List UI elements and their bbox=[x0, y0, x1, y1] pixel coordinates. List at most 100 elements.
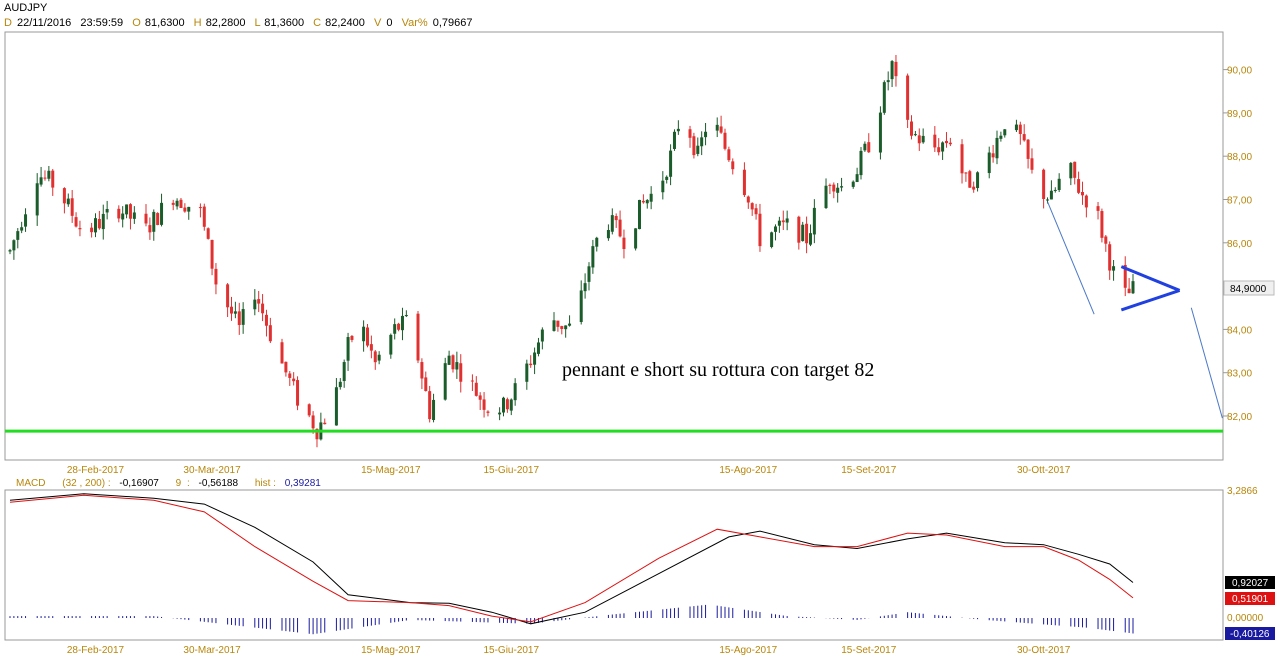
date-axis-top: 28-Feb-2017 30-Mar-2017 15-Mag-2017 15-Giu-… bbox=[67, 465, 1071, 476]
candle bbox=[486, 410, 490, 417]
candle-body bbox=[941, 142, 945, 152]
candle-body bbox=[610, 215, 614, 232]
candle-body bbox=[805, 223, 809, 244]
candle bbox=[90, 222, 94, 238]
candle bbox=[808, 224, 812, 247]
candle-body bbox=[369, 344, 373, 351]
candle bbox=[991, 144, 995, 163]
candle bbox=[801, 221, 805, 242]
candle bbox=[183, 203, 187, 213]
candle bbox=[1018, 121, 1022, 145]
candle bbox=[513, 378, 517, 406]
candle bbox=[148, 217, 152, 240]
candle bbox=[16, 228, 20, 249]
candle-body bbox=[237, 311, 241, 326]
candle-body bbox=[365, 327, 369, 346]
candle bbox=[910, 115, 914, 140]
candle-body bbox=[400, 315, 404, 331]
date-label: 30-Ott-2017 bbox=[1017, 645, 1071, 656]
candle bbox=[338, 378, 342, 390]
candle bbox=[622, 229, 626, 259]
candle-body bbox=[377, 354, 381, 361]
candle-body bbox=[362, 326, 366, 342]
candle-body bbox=[24, 214, 28, 227]
price-panel[interactable] bbox=[4, 31, 1224, 461]
candle-body bbox=[890, 61, 894, 80]
candle-body bbox=[851, 181, 855, 187]
candle bbox=[533, 347, 537, 375]
candle bbox=[606, 224, 610, 241]
candle bbox=[529, 355, 533, 368]
candle-body bbox=[397, 323, 401, 330]
candle bbox=[610, 208, 614, 235]
candle-body bbox=[1131, 281, 1135, 294]
candle-body bbox=[529, 363, 533, 366]
candle-body bbox=[808, 233, 812, 245]
candle-body bbox=[432, 399, 436, 420]
candle bbox=[968, 169, 972, 188]
candle bbox=[1073, 161, 1077, 185]
candle-body bbox=[482, 399, 486, 410]
date-label: 28-Feb-2017 bbox=[67, 645, 125, 656]
var-label: Var% bbox=[402, 17, 428, 29]
candle bbox=[595, 236, 599, 252]
ohlc-info: D 22/11/2016 23:59:59 O 81,6300 H 82,280… bbox=[4, 17, 472, 29]
low-value: 81,3600 bbox=[264, 17, 304, 29]
candle-body bbox=[921, 135, 925, 143]
candle-body bbox=[470, 380, 474, 382]
candle bbox=[509, 398, 513, 416]
macd-hist-label: hist : bbox=[255, 478, 276, 489]
candle bbox=[727, 146, 731, 162]
candle-body bbox=[311, 415, 315, 429]
candle-body bbox=[132, 212, 136, 219]
candle bbox=[1053, 187, 1057, 193]
candle-body bbox=[241, 309, 245, 325]
candle-body bbox=[882, 82, 886, 113]
date-label: 15-Mag-2017 bbox=[361, 645, 421, 656]
date-label: 30-Mar-2017 bbox=[183, 645, 241, 656]
candle bbox=[43, 170, 47, 181]
candle-body bbox=[968, 171, 972, 188]
candle-body bbox=[533, 352, 537, 365]
date-label: 15-Set-2017 bbox=[841, 645, 896, 656]
high-value: 82,2800 bbox=[206, 17, 246, 29]
candle-body bbox=[229, 306, 233, 314]
candle-body bbox=[948, 142, 952, 145]
candle bbox=[855, 167, 859, 183]
candle-body bbox=[754, 208, 758, 215]
candle bbox=[369, 335, 373, 359]
candle-body bbox=[933, 134, 937, 148]
candle bbox=[525, 359, 529, 390]
candle bbox=[296, 376, 300, 411]
candle-body bbox=[665, 176, 669, 180]
candle bbox=[179, 197, 183, 208]
candle-body bbox=[280, 342, 284, 364]
macd-lines bbox=[9, 493, 1134, 625]
candle-body bbox=[443, 363, 447, 400]
price-tick-label: 83,00 bbox=[1227, 369, 1252, 380]
candle bbox=[688, 125, 692, 148]
candle bbox=[24, 208, 28, 232]
candle-body bbox=[1049, 190, 1053, 200]
candle bbox=[1084, 194, 1088, 218]
candle bbox=[770, 231, 774, 249]
candle bbox=[389, 333, 393, 359]
candle bbox=[451, 354, 455, 373]
high-label: H bbox=[194, 17, 202, 29]
macd-panel[interactable] bbox=[4, 489, 1224, 641]
macd-signal-period: 9 bbox=[176, 478, 182, 489]
candle bbox=[229, 296, 233, 321]
macd-axis-top: 3,2866 bbox=[1227, 486, 1258, 497]
pennant-upper-line bbox=[1120, 265, 1181, 292]
candle bbox=[443, 357, 447, 401]
candle-body bbox=[1042, 169, 1046, 199]
candle-body bbox=[568, 323, 572, 326]
last-price-value: 84,9000 bbox=[1230, 284, 1267, 295]
candle-body bbox=[424, 377, 428, 392]
price-tick-label: 88,00 bbox=[1227, 152, 1252, 163]
candle bbox=[447, 350, 451, 365]
candle bbox=[70, 190, 74, 223]
candle-body bbox=[187, 206, 191, 212]
candle-body bbox=[781, 220, 785, 223]
candle bbox=[894, 54, 898, 87]
